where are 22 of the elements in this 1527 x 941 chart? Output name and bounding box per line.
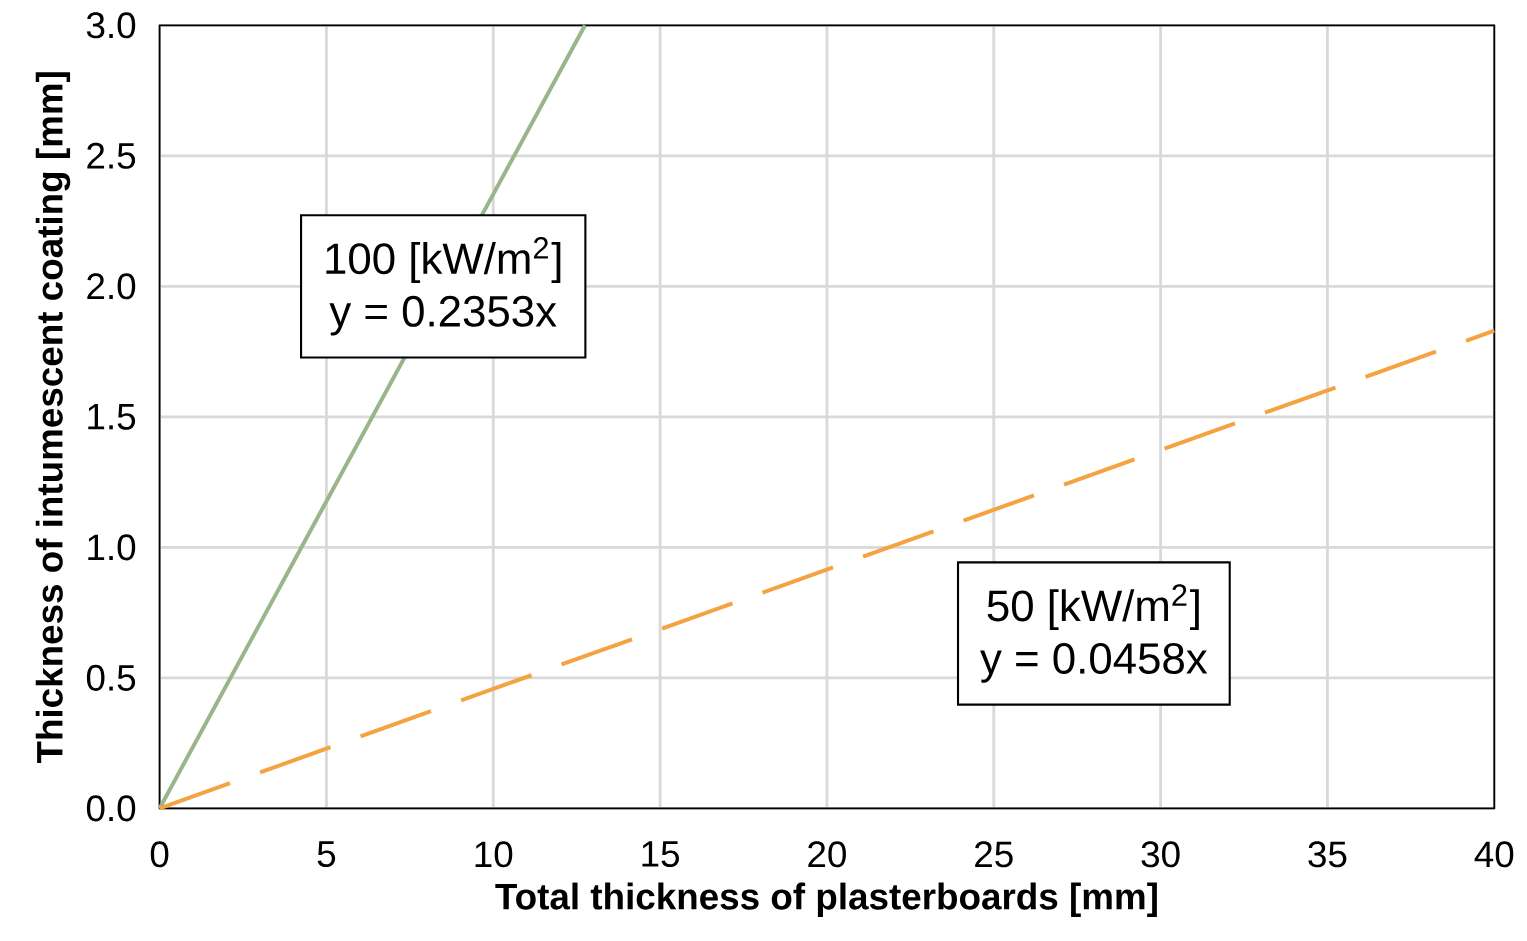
x-tick-label: 35 (1308, 841, 1347, 868)
y-tick-label: 3.0 (86, 12, 136, 39)
x-tick-label: 40 (1474, 841, 1514, 868)
y-tick-label: 2.0 (87, 273, 136, 300)
y-axis-title: Thickness of intumescent coating [mm] (35, 72, 71, 764)
series-label: 100 [kW/m$^{2}$] (326, 237, 561, 283)
y-tick-label: 2.5 (87, 142, 136, 169)
x-axis-title: Total thickness of plasterboards [mm] (495, 882, 1157, 917)
x-tick-label: 10 (475, 841, 513, 868)
y-tick-label: 1.0 (88, 534, 136, 561)
x-tick-label: 0 (150, 841, 169, 868)
x-tick-label: 15 (642, 841, 680, 867)
series-label: 50 [kW/m$^{2}$] (987, 584, 1199, 631)
x-tick-label: 5 (317, 841, 336, 867)
y-tick-label: 1.5 (88, 404, 136, 430)
x-tick-label: 30 (1141, 841, 1180, 868)
x-tick-label: 20 (808, 841, 846, 868)
x-tick-label: 25 (975, 841, 1013, 868)
y-tick-label: 0.5 (86, 664, 136, 691)
annotation: y = 0.2353x (329, 295, 557, 336)
annotation: y = 0.0458x (980, 642, 1208, 683)
y-tick-label: 0.0 (86, 795, 136, 822)
